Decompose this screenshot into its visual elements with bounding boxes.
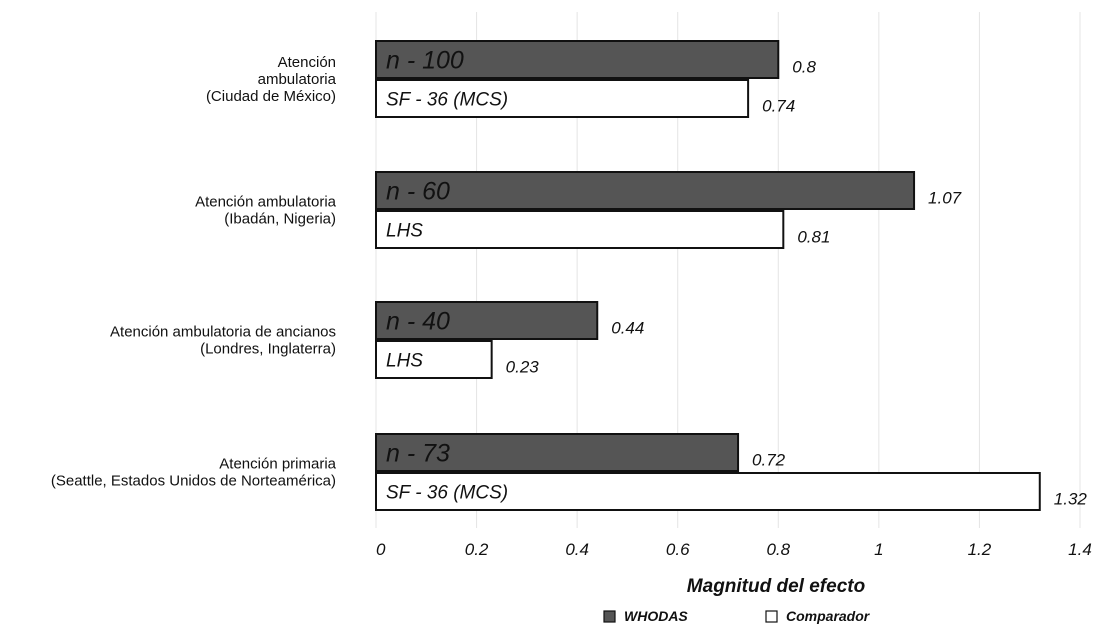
whodas-bar (375, 40, 780, 79)
comparator-name-label: LHS (386, 221, 423, 242)
data-label: 0.81 (797, 228, 830, 247)
comparator-name-label: SF - 36 (MCS) (386, 483, 508, 504)
comparator-name-label: LHS (386, 351, 423, 372)
comparador-bar (375, 472, 1041, 511)
data-label: 0.23 (506, 358, 540, 377)
x-tick-label: 0.2 (465, 540, 489, 559)
comparador-bar (375, 340, 493, 379)
legend: WHODAS Comparador (603, 608, 871, 624)
x-tick-label: 0.6 (666, 540, 690, 559)
data-label: 0.8 (792, 58, 816, 77)
legend-swatch-whodas (603, 610, 616, 623)
whodas-bar (375, 433, 740, 472)
legend-swatch-comparador (765, 610, 778, 623)
x-axis-title: Magnitud del efecto (687, 576, 865, 597)
whodas-bar (375, 171, 916, 210)
category-label: Atención ambulatoria de ancianos (Londres… (110, 324, 336, 358)
data-label: 0.74 (762, 97, 795, 116)
x-tick-label: 1.2 (968, 540, 992, 559)
data-label: 0.72 (752, 451, 786, 470)
x-tick-label: 1.4 (1068, 540, 1092, 559)
sample-size-label: n - 60 (386, 178, 450, 206)
data-label: 0.44 (611, 319, 644, 338)
category-label: Atención ambulatoria (Ciudad de México) (206, 54, 337, 105)
legend-label: Comparador (786, 608, 871, 624)
category-label: Atención ambulatoria (Ibadán, Nigeria) (195, 194, 337, 228)
whodas-bar (375, 301, 599, 340)
sample-size-label: n - 73 (386, 440, 450, 468)
data-label: 1.32 (1054, 490, 1088, 509)
legend-label: WHODAS (624, 608, 688, 624)
bars (375, 40, 1041, 511)
comparador-bar (375, 210, 785, 249)
x-tick-label: 0.4 (565, 540, 589, 559)
sample-size-label: n - 100 (386, 47, 464, 75)
x-tick-label: 0 (376, 540, 386, 559)
data-label: 1.07 (928, 189, 962, 208)
x-tick-label: 1 (874, 540, 883, 559)
sample-size-label: n - 40 (386, 308, 450, 336)
comparador-bar (375, 79, 750, 118)
x-tick-label: 0.8 (766, 540, 790, 559)
labels: 0 0.2 0.4 0.6 0.8 1 1.2 1.4n - 100 0.8SF - 36 (M… (51, 47, 1092, 560)
category-label: Atención primaria (Seattle, Estados Unido… (51, 456, 337, 490)
comparator-name-label: SF - 36 (MCS) (386, 90, 508, 111)
